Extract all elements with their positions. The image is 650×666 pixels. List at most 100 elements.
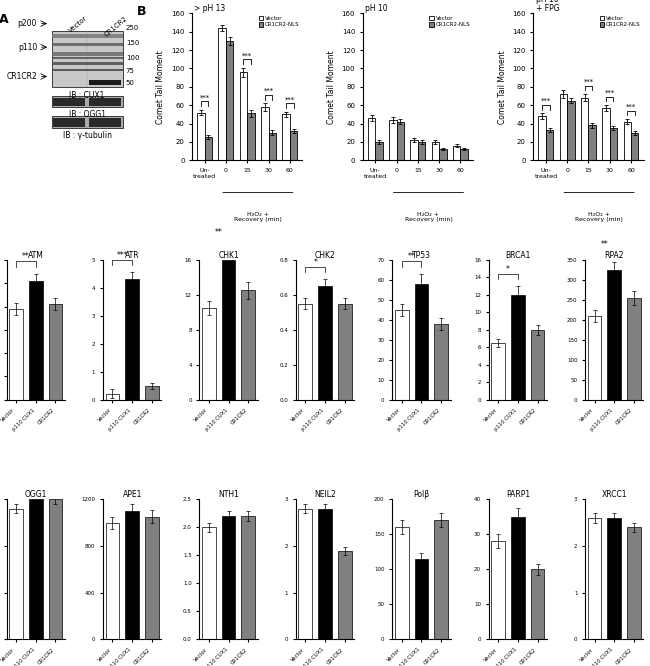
Bar (218, 28, 226, 161)
Bar (51, 62, 123, 65)
Bar (368, 118, 375, 161)
Title: XRCC1: XRCC1 (601, 490, 627, 500)
Title: TP53: TP53 (412, 251, 431, 260)
Bar (29, 281, 43, 400)
Bar (560, 94, 567, 161)
Bar (318, 509, 332, 639)
Bar (241, 516, 255, 639)
Bar (49, 304, 62, 400)
Bar (415, 284, 428, 400)
Bar (145, 386, 159, 400)
Bar (197, 113, 205, 161)
Bar (395, 310, 409, 400)
Bar (247, 113, 255, 161)
Text: **: ** (22, 252, 30, 261)
Bar (511, 517, 525, 639)
Bar (375, 142, 383, 161)
Bar (491, 343, 505, 400)
Text: 250: 250 (126, 25, 139, 31)
Bar (51, 96, 123, 107)
Legend: Vector, CR1CR2-NLS: Vector, CR1CR2-NLS (430, 16, 470, 27)
Bar (49, 500, 62, 639)
Text: 50: 50 (126, 80, 135, 86)
Text: *: * (506, 264, 510, 274)
Bar (268, 133, 276, 161)
Text: CR1CR2: CR1CR2 (6, 72, 37, 81)
Bar (607, 518, 621, 639)
Bar (581, 98, 588, 161)
Bar (105, 523, 120, 639)
Bar (202, 527, 216, 639)
Text: H₂O₂ +
Recovery (min): H₂O₂ + Recovery (min) (234, 212, 282, 222)
Bar (432, 142, 439, 161)
Legend: Vector, CR1CR2-NLS: Vector, CR1CR2-NLS (259, 16, 300, 27)
Text: Vector: Vector (68, 15, 88, 34)
Bar (415, 559, 428, 639)
Title: BRCA1: BRCA1 (505, 251, 530, 260)
Bar (145, 517, 159, 639)
Text: IB : γ-tubulin: IB : γ-tubulin (62, 131, 112, 140)
Text: B: B (137, 5, 147, 17)
Bar (88, 80, 121, 85)
Bar (338, 551, 352, 639)
Text: ***: *** (200, 95, 210, 101)
Title: RPA2: RPA2 (604, 251, 624, 260)
Bar (588, 125, 596, 161)
Text: ***: *** (242, 53, 252, 59)
Bar (53, 98, 86, 106)
Title: CHK1: CHK1 (218, 251, 239, 260)
Text: H₂O₂ +
Recovery (min): H₂O₂ + Recovery (min) (404, 212, 452, 222)
Bar (105, 394, 120, 400)
Bar (491, 541, 505, 639)
Text: **: ** (408, 252, 415, 261)
Bar (530, 330, 545, 400)
Title: OGG1: OGG1 (25, 490, 47, 500)
Title: CHK2: CHK2 (315, 251, 335, 260)
Bar (202, 308, 216, 400)
Bar (418, 142, 425, 161)
Bar (125, 511, 139, 639)
Bar (51, 57, 123, 59)
Bar (222, 260, 235, 400)
Bar (51, 116, 123, 128)
Text: ***: *** (626, 104, 636, 110)
Bar (88, 118, 121, 127)
Text: IB : OGG1: IB : OGG1 (69, 111, 105, 119)
Bar (51, 34, 123, 38)
Text: **: ** (215, 228, 222, 237)
Title: NEIL2: NEIL2 (314, 490, 336, 500)
Bar (546, 130, 553, 161)
Bar (29, 500, 43, 639)
Bar (290, 131, 297, 161)
Text: *: * (313, 258, 317, 266)
Text: **: ** (601, 240, 608, 249)
Bar (610, 128, 617, 161)
Text: ***: *** (541, 99, 551, 105)
Bar (240, 72, 247, 161)
Text: ***: *** (584, 79, 593, 85)
Bar (395, 527, 409, 639)
Bar (53, 118, 86, 127)
Text: ***: *** (116, 251, 128, 260)
Text: 150: 150 (126, 40, 139, 46)
Text: > pH 13: > pH 13 (194, 4, 226, 13)
Bar (588, 518, 601, 639)
Bar (607, 270, 621, 400)
Bar (623, 122, 631, 161)
Title: NTH1: NTH1 (218, 490, 239, 500)
Bar (511, 295, 525, 400)
Bar (538, 116, 546, 161)
Bar (88, 98, 121, 106)
Bar (434, 324, 448, 400)
Text: 75: 75 (126, 68, 135, 74)
Bar (125, 280, 139, 400)
Title: ATM: ATM (28, 251, 44, 260)
Bar (318, 286, 332, 400)
Bar (222, 516, 235, 639)
Bar (51, 43, 123, 46)
Bar (261, 107, 268, 161)
Bar (567, 101, 575, 161)
Bar (588, 316, 601, 400)
Bar (241, 290, 255, 400)
Title: PARP1: PARP1 (506, 490, 530, 500)
